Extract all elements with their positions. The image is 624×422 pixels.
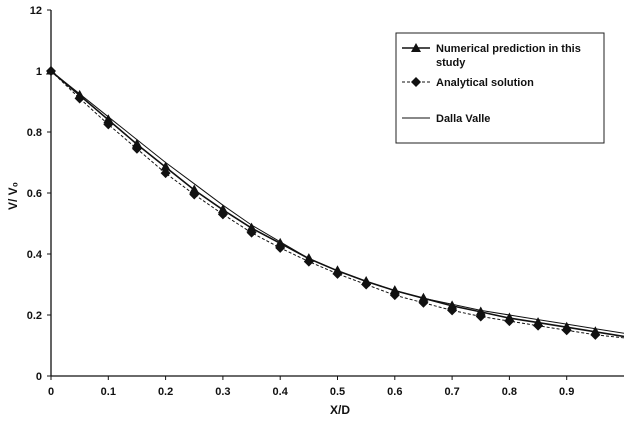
data-point (504, 316, 515, 327)
data-point (475, 306, 486, 316)
data-point (217, 209, 228, 220)
x-tick-label: 0.1 (101, 386, 116, 398)
y-tick-label: 0.2 (27, 310, 42, 322)
data-point (561, 325, 572, 336)
x-tick-label: 0.5 (330, 386, 345, 398)
legend-label-analytical: Analytical solution (436, 77, 534, 89)
x-tick-label: 0.8 (502, 386, 517, 398)
data-point (131, 138, 142, 148)
x-tick-label: 0 (48, 386, 54, 398)
y-tick-label: 0 (36, 371, 42, 383)
series-3 (50, 70, 624, 334)
data-point (275, 242, 286, 253)
data-point (246, 227, 257, 238)
data-point (475, 311, 486, 322)
y-tick-label: 0.8 (27, 127, 42, 139)
data-point (103, 114, 114, 124)
legend-label-numerical-line2: study (436, 57, 466, 69)
data-point (447, 305, 458, 316)
data-point (389, 290, 400, 301)
x-tick-label: 0.3 (215, 386, 230, 398)
data-point (131, 143, 142, 154)
y-axis-title: V/ V₀ (6, 182, 20, 210)
x-tick-label: 0.9 (559, 386, 574, 398)
y-tick-label: 12 (30, 5, 42, 17)
x-tick-label: 0.7 (444, 386, 459, 398)
data-point (160, 161, 171, 171)
legend-triangle-marker (411, 43, 421, 52)
data-point (590, 329, 601, 340)
series-line (50, 70, 624, 339)
data-point (103, 119, 114, 130)
legend: Numerical prediction in this study Analy… (395, 32, 605, 144)
data-point (189, 184, 200, 194)
legend-label-dalla-valle: Dalla Valle (436, 113, 490, 125)
data-point (418, 292, 429, 302)
data-point (246, 222, 257, 232)
data-point (160, 168, 171, 179)
legend-label-numerical-line1: Numerical prediction in this (436, 43, 581, 55)
series-line (50, 70, 624, 334)
data-point (418, 297, 429, 308)
data-point (533, 320, 544, 331)
x-tick-label: 0.2 (158, 386, 173, 398)
legend-diamond-marker (411, 77, 421, 87)
y-tick-label: 0.4 (27, 249, 43, 261)
legend-box (395, 32, 605, 144)
y-tick-label: 0.6 (27, 188, 42, 200)
data-point (217, 204, 228, 214)
data-point (189, 189, 200, 200)
data-point (447, 300, 458, 310)
data-point (389, 285, 400, 295)
y-tick-label: 1 (36, 66, 42, 78)
x-axis-title: X/D (330, 403, 350, 417)
x-tick-label: 0.6 (387, 386, 402, 398)
x-tick-label: 0.4 (273, 386, 289, 398)
